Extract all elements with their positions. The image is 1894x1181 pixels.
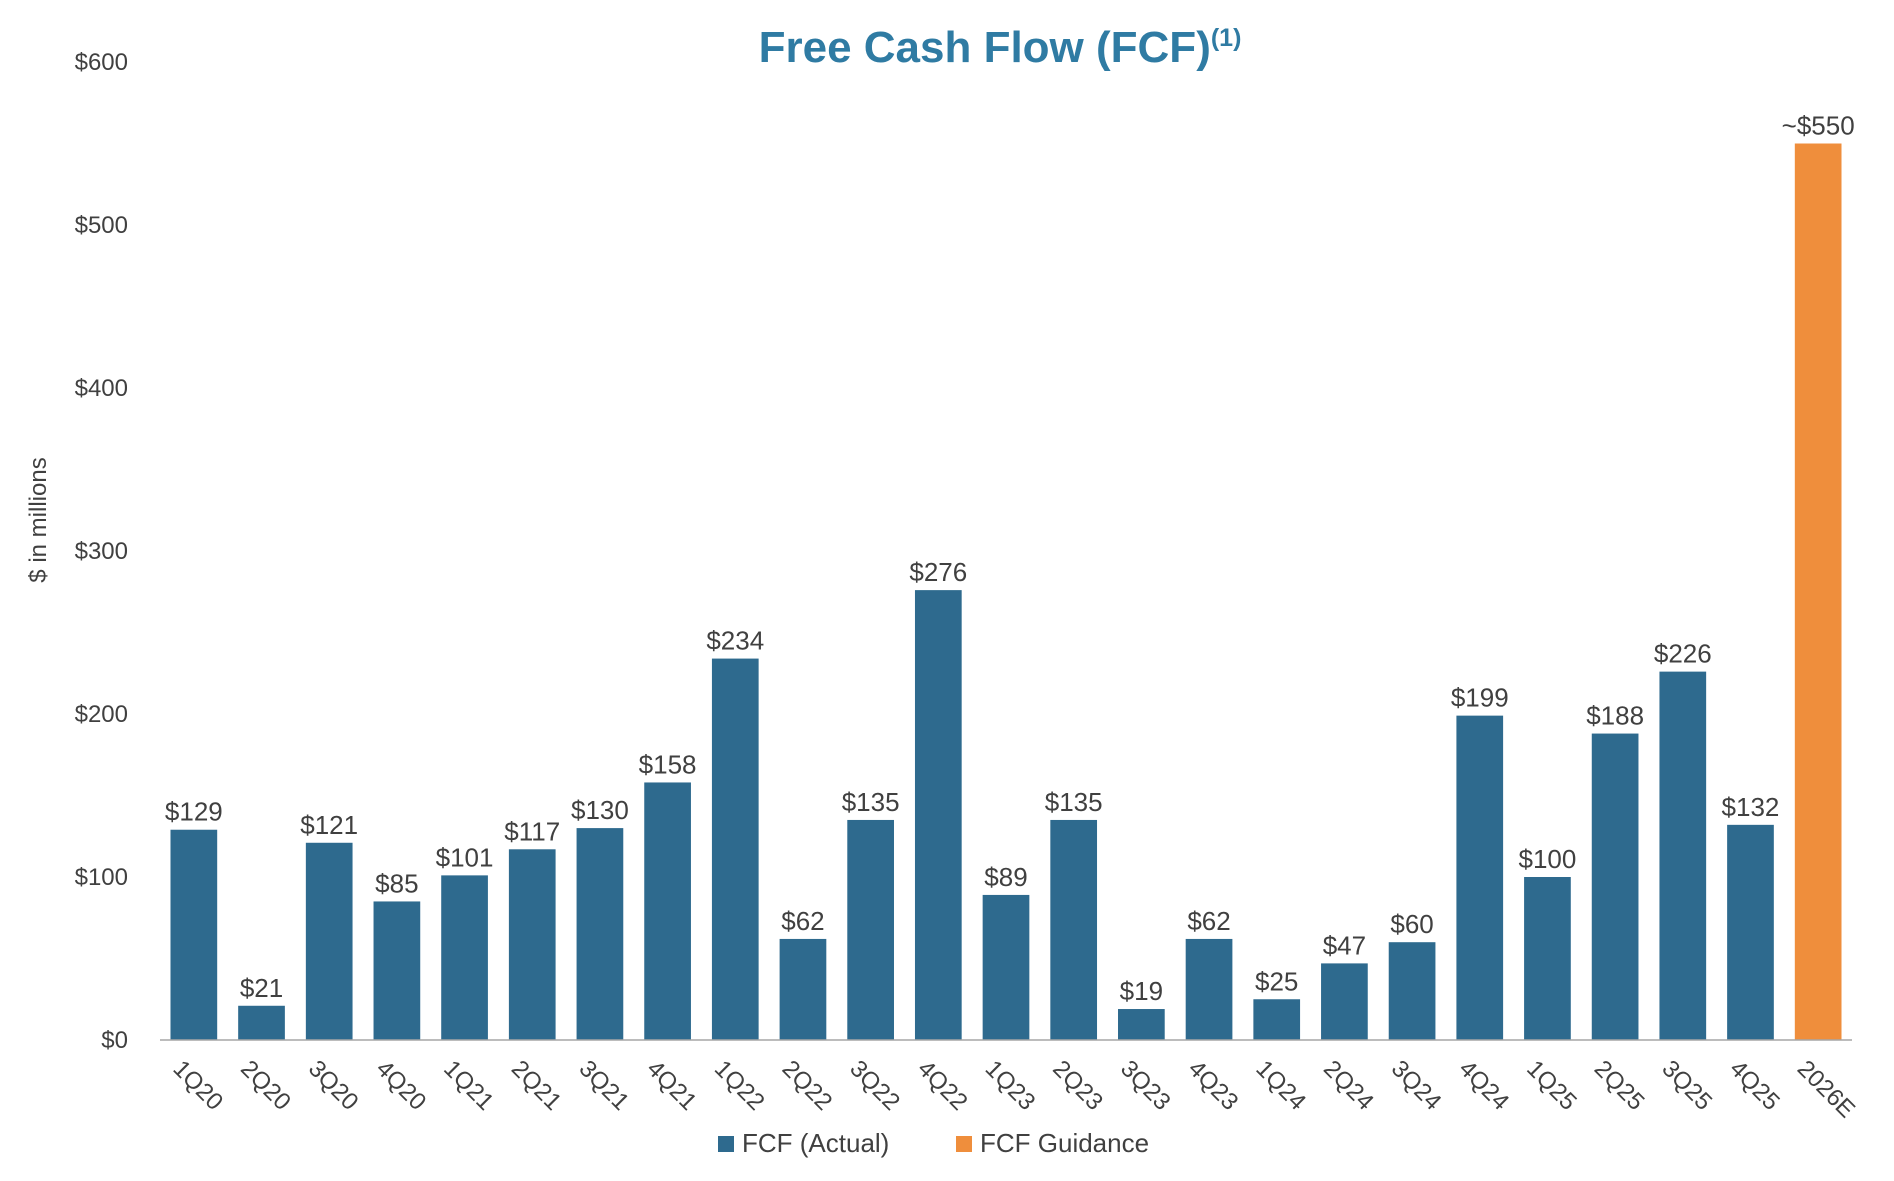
bar-3q22 — [847, 819, 894, 1040]
x-tick-label-1q25: 1Q25 — [1521, 1055, 1582, 1116]
bar-2q20 — [238, 1005, 285, 1040]
legend-swatch-0 — [718, 1136, 734, 1152]
bar-2q23 — [1050, 819, 1098, 1040]
y-axis-label: $ in millions — [25, 457, 52, 582]
data-label-1q20: $129 — [165, 797, 223, 827]
bar-4q20 — [373, 901, 421, 1040]
y-axis: $0 $100 $200 $300 $400 $500 $600 — [75, 49, 128, 1054]
bar-1q21 — [441, 875, 488, 1040]
bar-1q25 — [1524, 877, 1571, 1040]
data-label-2q25: $188 — [1586, 701, 1644, 731]
x-tick-label-1q23: 1Q23 — [980, 1055, 1041, 1116]
data-label-1q25: $100 — [1519, 844, 1577, 874]
bar-2q24 — [1321, 963, 1368, 1040]
y-tick-label: $500 — [75, 212, 128, 239]
data-label-2q20: $21 — [240, 973, 283, 1003]
x-tick-label-4q23: 4Q23 — [1183, 1055, 1244, 1116]
data-label-3q25: $226 — [1654, 639, 1712, 669]
y-tick-label: $400 — [75, 375, 128, 402]
data-label-3q23: $19 — [1120, 976, 1163, 1006]
x-tick-label-2q20: 2Q20 — [235, 1055, 296, 1116]
x-tick-label-3q22: 3Q22 — [844, 1055, 905, 1116]
legend-label-0: FCF (Actual) — [742, 1128, 889, 1158]
x-tick-label-3q23: 3Q23 — [1115, 1055, 1176, 1116]
x-tick-label-2q24: 2Q24 — [1318, 1055, 1379, 1116]
x-tick-label-1q22: 1Q22 — [709, 1055, 770, 1116]
bar-1q22 — [711, 658, 759, 1040]
chart-title: Free Cash Flow (FCF)(1) — [759, 23, 1242, 72]
bar-3q21 — [576, 828, 624, 1040]
x-tick-label-4q22: 4Q22 — [912, 1055, 973, 1116]
y-tick-label: $300 — [75, 538, 128, 565]
bar-1q24 — [1253, 999, 1301, 1040]
data-label-1q24: $25 — [1255, 966, 1298, 996]
data-label-4q22: $276 — [909, 557, 967, 587]
x-tick-label-4q24: 4Q24 — [1454, 1055, 1515, 1116]
bar-2q22 — [779, 938, 827, 1040]
y-tick-label: $0 — [101, 1027, 128, 1054]
legend-label-1: FCF Guidance — [980, 1128, 1149, 1158]
bar-3q23 — [1118, 1009, 1165, 1040]
data-label-2q21: $117 — [504, 816, 560, 846]
legend: FCF (Actual) FCF Guidance — [718, 1128, 1149, 1158]
x-tick-label-3q24: 3Q24 — [1386, 1055, 1447, 1116]
data-label-2q22: $62 — [781, 906, 824, 936]
bar-3q24 — [1388, 942, 1436, 1040]
data-label-4q24: $199 — [1451, 683, 1509, 713]
data-label-1q22: $234 — [706, 626, 764, 656]
y-tick-label: $100 — [75, 864, 128, 891]
data-label-3q21: $130 — [571, 795, 629, 825]
bar-3q20 — [305, 842, 353, 1040]
bar-4q24 — [1456, 715, 1504, 1040]
data-label-4q25: $132 — [1722, 792, 1780, 822]
bar-2026e — [1794, 143, 1842, 1040]
data-label-4q20: $85 — [375, 868, 418, 898]
data-label-3q24: $60 — [1390, 909, 1433, 939]
data-label-3q22: $135 — [842, 787, 900, 817]
data-label-2q23: $135 — [1045, 787, 1103, 817]
chart-title-text: Free Cash Flow (FCF) — [759, 23, 1211, 72]
x-tick-label-2q25: 2Q25 — [1589, 1055, 1650, 1116]
x-axis: 1Q20 2Q20 3Q20 4Q20 1Q21 2Q21 3Q21 4Q21 1Q22 2Q22… — [160, 1039, 1860, 1123]
x-tick-label-1q20: 1Q20 — [168, 1055, 229, 1116]
legend-swatch-1 — [956, 1136, 972, 1152]
bar-4q23 — [1185, 938, 1233, 1040]
x-tick-label-2q23: 2Q23 — [1047, 1055, 1108, 1116]
bar-1q23 — [982, 894, 1030, 1040]
data-label-3q20: $121 — [300, 810, 358, 840]
x-tick-label-1q21: 1Q21 — [438, 1055, 499, 1116]
x-tick-label-3q20: 3Q20 — [303, 1055, 364, 1116]
y-tick-label: $600 — [75, 49, 128, 76]
bar-3q25 — [1659, 671, 1707, 1040]
x-tick-label-4q21: 4Q21 — [641, 1055, 702, 1116]
x-tick-label-2026e: 2026E — [1792, 1055, 1860, 1123]
bar-2q25 — [1591, 733, 1639, 1040]
x-tick-label-4q25: 4Q25 — [1724, 1055, 1785, 1116]
data-label-2q24: $47 — [1323, 930, 1366, 960]
data-label-2026e: ~$550 — [1782, 111, 1855, 141]
bar-4q22 — [914, 590, 962, 1040]
x-tick-label-4q20: 4Q20 — [371, 1055, 432, 1116]
data-label-4q23: $62 — [1187, 906, 1230, 936]
x-tick-label-3q25: 3Q25 — [1657, 1055, 1718, 1116]
chart-title-superscript: (1) — [1211, 24, 1242, 52]
data-labels-group: $129 $21 $121 $85 $101 $117 $130 $158 $234 $62 $13… — [165, 111, 1855, 1007]
data-label-4q21: $158 — [639, 749, 697, 779]
data-label-1q21: $101 — [436, 842, 494, 872]
data-label-1q23: $89 — [984, 862, 1027, 892]
x-tick-label-3q21: 3Q21 — [574, 1055, 635, 1116]
x-tick-label-2q21: 2Q21 — [506, 1055, 567, 1116]
bar-4q25 — [1727, 824, 1774, 1040]
x-tick-label-1q24: 1Q24 — [1250, 1055, 1311, 1116]
y-tick-label: $200 — [75, 701, 128, 728]
bar-2q21 — [508, 849, 556, 1040]
bar-4q21 — [644, 782, 691, 1040]
bars-group — [170, 143, 1842, 1040]
x-tick-label-2q22: 2Q22 — [777, 1055, 838, 1116]
bar-1q20 — [170, 829, 218, 1040]
